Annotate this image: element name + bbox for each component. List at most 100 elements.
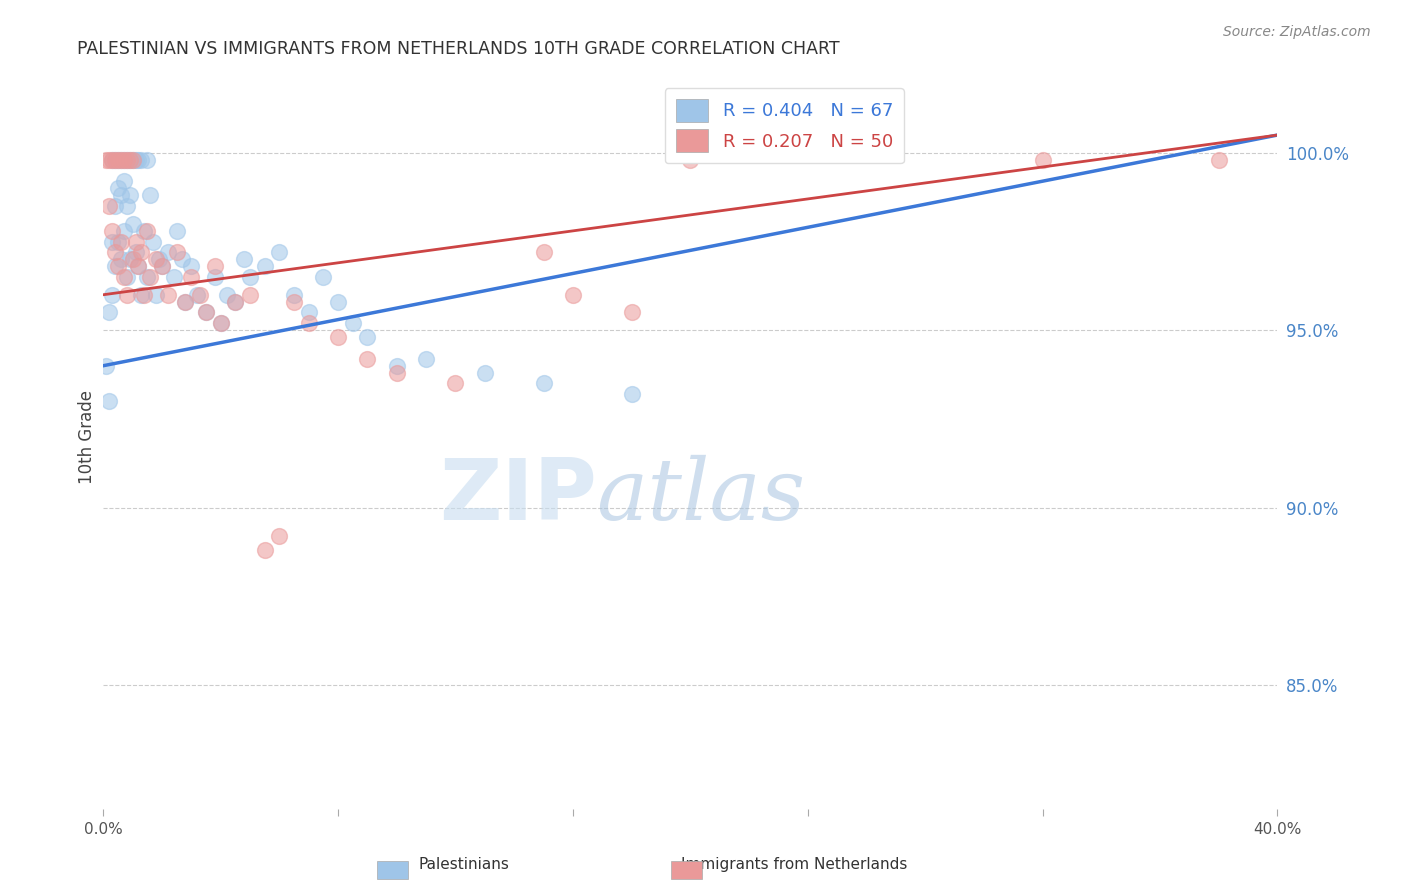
Point xyxy=(115,199,138,213)
Point xyxy=(253,260,276,274)
Point xyxy=(385,366,408,380)
Point xyxy=(1208,153,1230,167)
Point xyxy=(127,260,149,274)
Point xyxy=(104,153,127,167)
Point xyxy=(148,252,170,267)
Point xyxy=(107,153,129,167)
Point xyxy=(110,153,132,167)
Point xyxy=(121,153,143,167)
Point xyxy=(98,153,121,167)
Point xyxy=(112,224,135,238)
Point xyxy=(112,174,135,188)
Point xyxy=(186,287,208,301)
Point xyxy=(94,359,117,373)
Point xyxy=(104,199,127,213)
Point xyxy=(98,305,121,319)
Point xyxy=(112,153,135,167)
Point xyxy=(194,305,217,319)
Point xyxy=(134,224,156,238)
Point xyxy=(679,153,702,167)
Point xyxy=(127,153,149,167)
Point xyxy=(142,235,165,249)
Point xyxy=(180,260,202,274)
Text: Immigrants from Netherlands: Immigrants from Netherlands xyxy=(681,857,908,872)
Point xyxy=(356,330,378,344)
Point xyxy=(224,294,246,309)
Point xyxy=(118,252,141,267)
Point xyxy=(180,270,202,285)
Point xyxy=(118,153,141,167)
Text: Source: ZipAtlas.com: Source: ZipAtlas.com xyxy=(1223,25,1371,39)
Point xyxy=(145,287,167,301)
Point xyxy=(115,270,138,285)
Point xyxy=(136,153,159,167)
Point xyxy=(150,260,173,274)
Point xyxy=(94,153,117,167)
Point xyxy=(283,294,305,309)
Point xyxy=(101,235,124,249)
Point xyxy=(110,153,132,167)
Point xyxy=(209,316,232,330)
Point xyxy=(204,270,226,285)
Point xyxy=(209,316,232,330)
Point xyxy=(124,235,146,249)
Point xyxy=(127,260,149,274)
Point xyxy=(253,543,276,558)
Point xyxy=(104,260,127,274)
Y-axis label: 10th Grade: 10th Grade xyxy=(79,390,96,483)
Point xyxy=(166,224,188,238)
Point xyxy=(620,305,643,319)
Point xyxy=(110,188,132,202)
Point xyxy=(239,270,262,285)
Point xyxy=(298,316,321,330)
Point xyxy=(269,529,291,543)
Point xyxy=(118,188,141,202)
Point xyxy=(444,376,467,391)
Text: PALESTINIAN VS IMMIGRANTS FROM NETHERLANDS 10TH GRADE CORRELATION CHART: PALESTINIAN VS IMMIGRANTS FROM NETHERLAN… xyxy=(77,40,839,58)
Point xyxy=(121,217,143,231)
Point xyxy=(115,153,138,167)
Point xyxy=(312,270,335,285)
Point xyxy=(150,260,173,274)
Point xyxy=(204,260,226,274)
Point xyxy=(107,235,129,249)
Point xyxy=(283,287,305,301)
Point xyxy=(342,316,364,330)
Point xyxy=(166,245,188,260)
Point xyxy=(139,188,162,202)
Point xyxy=(156,287,179,301)
Point xyxy=(136,224,159,238)
Point xyxy=(163,270,186,285)
Point xyxy=(239,287,262,301)
Point xyxy=(620,387,643,401)
Point xyxy=(326,294,349,309)
Point xyxy=(174,294,197,309)
Point xyxy=(131,153,153,167)
Point xyxy=(533,245,555,260)
Point xyxy=(101,153,124,167)
Point xyxy=(194,305,217,319)
Point xyxy=(101,287,124,301)
Point xyxy=(139,270,162,285)
Point xyxy=(224,294,246,309)
Point xyxy=(112,270,135,285)
Point xyxy=(215,287,238,301)
Point xyxy=(121,252,143,267)
Point xyxy=(98,199,121,213)
Point xyxy=(101,153,124,167)
Point xyxy=(110,252,132,267)
Point xyxy=(156,245,179,260)
Point xyxy=(145,252,167,267)
Point xyxy=(112,153,135,167)
Point xyxy=(269,245,291,260)
Point xyxy=(115,153,138,167)
Point xyxy=(298,305,321,319)
Text: atlas: atlas xyxy=(596,455,806,538)
Point xyxy=(131,245,153,260)
Point xyxy=(124,153,146,167)
Point xyxy=(561,287,583,301)
Point xyxy=(134,287,156,301)
Point xyxy=(124,245,146,260)
Point xyxy=(115,287,138,301)
Point xyxy=(107,153,129,167)
